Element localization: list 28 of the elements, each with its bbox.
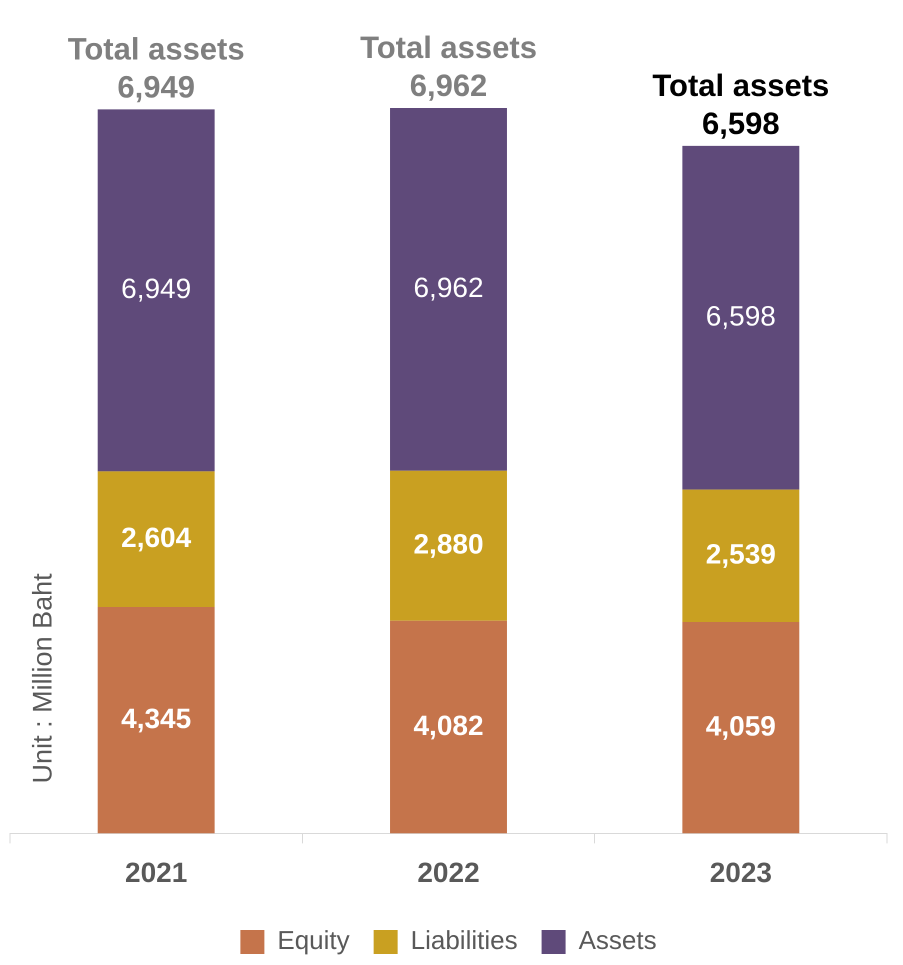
y-axis-title: Unit : Million Baht — [27, 572, 58, 784]
x-tick-label: 2022 — [417, 856, 480, 888]
bar — [98, 471, 215, 608]
legend-label: Liabilities — [410, 925, 518, 956]
bar — [682, 622, 800, 834]
data-label: 4,059 — [706, 710, 776, 742]
data-label: 2,539 — [706, 538, 776, 570]
data-label: 6,949 — [121, 273, 192, 304]
data-label: 2,604 — [121, 522, 192, 553]
bar — [682, 146, 800, 490]
bar — [390, 470, 507, 621]
legend-label: Equity — [277, 925, 350, 956]
data-label: 6,962 — [413, 272, 484, 304]
bar — [682, 490, 800, 622]
x-tick-label: 2023 — [710, 856, 772, 888]
bar — [98, 607, 215, 834]
annotation: Total assets 6,598 — [652, 68, 830, 141]
annotation: Total assets 6,962 — [360, 30, 537, 103]
bar — [98, 109, 215, 472]
data-label: 6,598 — [706, 300, 776, 332]
annotation: Total assets 6,949 — [68, 31, 245, 104]
legend-label: Assets — [578, 925, 657, 956]
data-label: 4,345 — [121, 702, 192, 734]
x-tick-label: 2021 — [125, 856, 188, 888]
data-label: 2,880 — [413, 528, 484, 560]
bar — [390, 108, 507, 471]
bar — [390, 620, 507, 834]
data-label: 4,082 — [413, 710, 484, 741]
